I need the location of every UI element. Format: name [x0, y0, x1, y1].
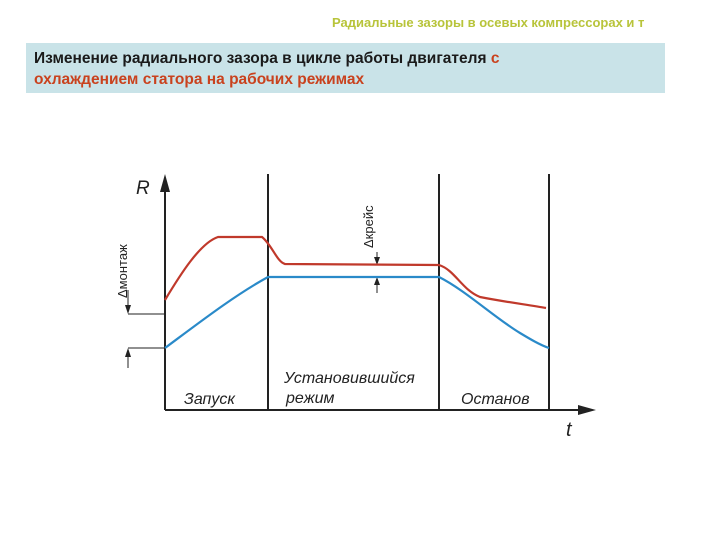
axis-t-label: t	[566, 419, 573, 441]
t-axis-arrow	[578, 405, 596, 415]
montazh-arrow-top	[125, 305, 131, 314]
blue-clearance-curve	[164, 275, 550, 350]
subtitle-text-3: охлаждением статора на рабочих режимах	[34, 71, 365, 88]
kreis-arrow-bottom	[374, 277, 380, 285]
red-clearance-curve	[164, 235, 547, 310]
slide-header-title: Радиальные зазоры в осевых компрессорах …	[332, 15, 645, 30]
r-axis-arrow	[160, 174, 170, 192]
phase-stop-label: Останов	[461, 391, 530, 408]
subtitle-text-2: с	[490, 50, 500, 67]
delta-kreis-label: Δкрейс	[361, 205, 376, 248]
delta-montazh-label: Δмонтаж	[115, 244, 130, 298]
phase-steady-label-2: режим	[285, 390, 335, 407]
subtitle-text-1: Изменение радиального зазора в цикле раб…	[34, 50, 491, 67]
montazh-arrow-bottom	[125, 348, 131, 357]
subtitle-box: Изменение радиального зазора в цикле раб…	[26, 43, 665, 93]
phase-start-label: Запуск	[184, 391, 236, 408]
kreis-arrow-top	[374, 257, 380, 265]
axis-r-label: R	[136, 178, 150, 199]
phase-steady-label-1: Установившийся	[283, 370, 415, 387]
